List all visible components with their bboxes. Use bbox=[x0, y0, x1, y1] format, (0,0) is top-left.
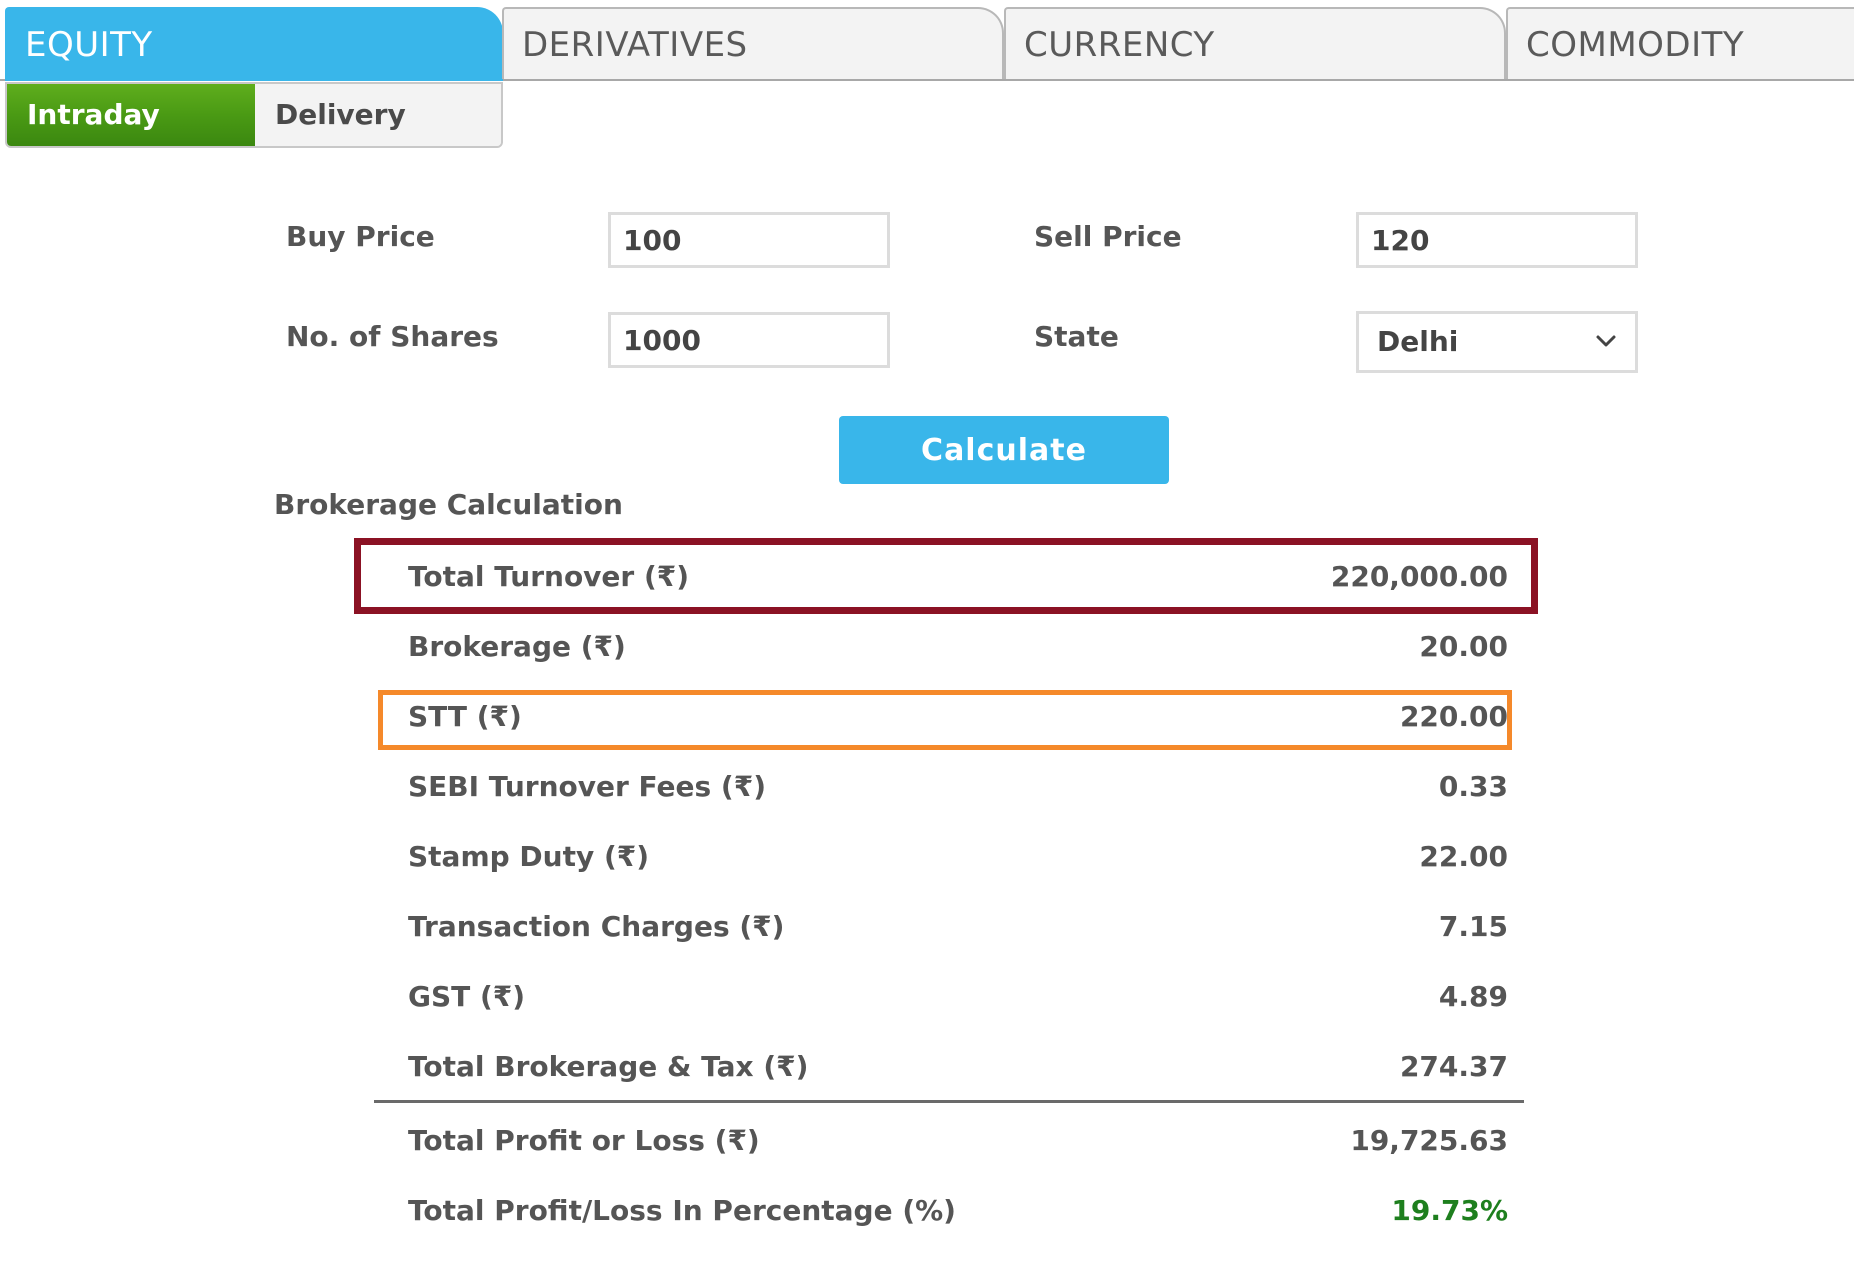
result-value: 0.33 bbox=[1438, 770, 1508, 803]
result-label: Total Brokerage & Tax (₹) bbox=[408, 1050, 809, 1083]
buy-price-input[interactable] bbox=[608, 212, 890, 268]
shares-label: No. of Shares bbox=[286, 320, 499, 353]
sell-price-label: Sell Price bbox=[1034, 220, 1182, 253]
result-row-transaction-charges: Transaction Charges (₹) 7.15 bbox=[374, 898, 1508, 958]
market-tab-bar: EQUITY DERIVATIVES CURRENCY COMMODITY bbox=[0, 0, 1854, 81]
tab-baseline bbox=[0, 79, 1854, 81]
result-row-sebi-fees: SEBI Turnover Fees (₹) 0.33 bbox=[374, 758, 1508, 818]
sell-price-input[interactable] bbox=[1356, 212, 1638, 268]
result-label: Transaction Charges (₹) bbox=[408, 910, 785, 943]
tab-derivatives[interactable]: DERIVATIVES bbox=[502, 7, 1004, 79]
section-title: Brokerage Calculation bbox=[274, 488, 623, 521]
tab-currency[interactable]: CURRENCY bbox=[1004, 7, 1506, 79]
result-label: GST (₹) bbox=[408, 980, 526, 1013]
result-row-total-turnover: Total Turnover (₹) 220,000.00 bbox=[374, 548, 1508, 608]
stt-highlight-box bbox=[378, 690, 1512, 750]
result-row-profit-loss-percentage: Total Profit/Loss In Percentage (%) 19.7… bbox=[374, 1182, 1508, 1242]
shares-input[interactable] bbox=[608, 312, 890, 368]
result-value: 19,725.63 bbox=[1350, 1124, 1508, 1157]
result-label: SEBI Turnover Fees (₹) bbox=[408, 770, 766, 803]
tab-commodity[interactable]: COMMODITY bbox=[1506, 7, 1854, 79]
subtab-intraday[interactable]: Intraday bbox=[7, 84, 255, 146]
result-row-stt: STT (₹) 220.00 bbox=[374, 688, 1508, 748]
result-row-stamp-duty: Stamp Duty (₹) 22.00 bbox=[374, 828, 1508, 888]
result-row-brokerage: Brokerage (₹) 20.00 bbox=[374, 618, 1508, 678]
result-value: 4.89 bbox=[1438, 980, 1508, 1013]
result-label: STT (₹) bbox=[408, 700, 522, 733]
result-value: 20.00 bbox=[1419, 630, 1508, 663]
result-label: Stamp Duty (₹) bbox=[408, 840, 650, 873]
result-value: 22.00 bbox=[1419, 840, 1508, 873]
result-value: 7.15 bbox=[1438, 910, 1508, 943]
state-label: State bbox=[1034, 320, 1119, 353]
result-row-total-brokerage-tax: Total Brokerage & Tax (₹) 274.37 bbox=[374, 1038, 1508, 1098]
result-label: Total Profit/Loss In Percentage (%) bbox=[408, 1194, 956, 1227]
subtab-delivery[interactable]: Delivery bbox=[255, 84, 501, 146]
state-select-value: Delhi bbox=[1377, 325, 1459, 358]
result-row-total-profit-loss: Total Profit or Loss (₹) 19,725.63 bbox=[374, 1112, 1508, 1172]
state-select[interactable]: Delhi bbox=[1356, 311, 1638, 373]
result-label: Brokerage (₹) bbox=[408, 630, 626, 663]
result-label: Total Profit or Loss (₹) bbox=[408, 1124, 760, 1157]
calculate-button[interactable]: Calculate bbox=[839, 416, 1169, 484]
result-value: 220.00 bbox=[1399, 700, 1508, 733]
buy-price-label: Buy Price bbox=[286, 220, 435, 253]
result-row-gst: GST (₹) 4.89 bbox=[374, 968, 1508, 1028]
chevron-down-icon bbox=[1596, 335, 1616, 347]
tab-equity[interactable]: EQUITY bbox=[5, 7, 503, 81]
totals-divider bbox=[374, 1100, 1524, 1103]
turnover-highlight-box bbox=[354, 538, 1538, 614]
trade-type-tab-bar: Intraday Delivery bbox=[5, 82, 503, 148]
result-value: 220,000.00 bbox=[1330, 560, 1508, 593]
result-label: Total Turnover (₹) bbox=[408, 560, 690, 593]
result-value: 19.73% bbox=[1391, 1194, 1508, 1227]
result-value: 274.37 bbox=[1399, 1050, 1508, 1083]
